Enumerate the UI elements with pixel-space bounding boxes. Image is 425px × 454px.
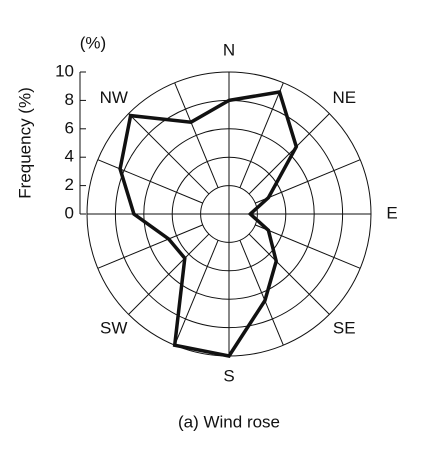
direction-label: SE [333, 319, 356, 338]
direction-label: N [223, 40, 235, 59]
spoke [97, 159, 203, 204]
spoke [128, 113, 210, 195]
spoke [174, 240, 219, 346]
direction-label: NW [100, 88, 128, 107]
spoke [255, 159, 361, 204]
frequency-polygon [118, 90, 299, 358]
spoke [248, 113, 330, 195]
spoke [174, 82, 219, 188]
spoke [239, 240, 284, 346]
y-tick-label: 2 [65, 175, 74, 194]
direction-label: E [386, 203, 397, 222]
y-tick-label: 4 [65, 147, 74, 166]
y-tick-label: 0 [65, 203, 74, 222]
y-tick-label: 10 [55, 61, 74, 80]
spoke [239, 82, 284, 188]
direction-label: NE [332, 88, 356, 107]
spoke [255, 224, 361, 269]
unit-label: (%) [80, 33, 106, 52]
direction-label: S [223, 366, 234, 385]
spoke [128, 233, 210, 315]
spoke [248, 233, 330, 315]
y-axis-title: Frequency (%) [15, 87, 34, 198]
y-tick-label: 8 [65, 90, 74, 109]
y-tick-label: 6 [65, 118, 74, 137]
direction-label: SW [100, 319, 127, 338]
caption: (a) Wind rose [178, 412, 280, 431]
spoke [97, 224, 203, 269]
